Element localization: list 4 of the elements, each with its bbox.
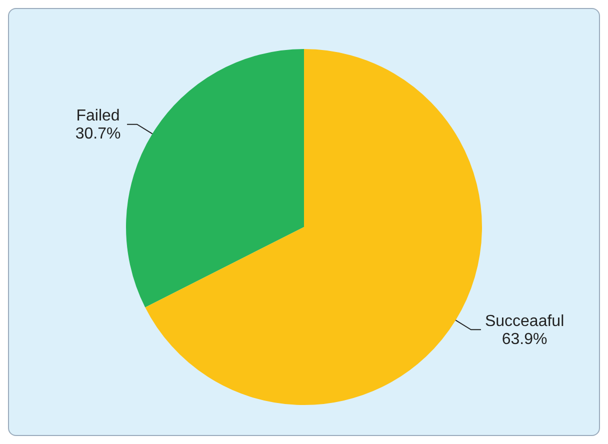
data-label: 30.7% [75, 126, 121, 143]
slice-label: Succeaaful [484, 313, 564, 330]
data-label: 63.9% [502, 331, 548, 348]
slice-label: Failed [76, 108, 120, 125]
